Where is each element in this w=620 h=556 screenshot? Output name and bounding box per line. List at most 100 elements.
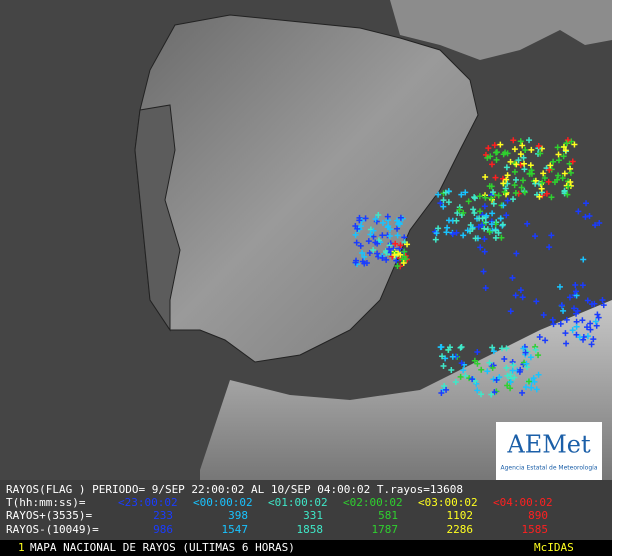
strike [476,193,483,200]
strike [540,170,547,177]
footer-title: MAPA NACIONAL DE RAYOS (ULTIMAS 6 HORAS) [30,541,295,554]
positive-label: RAYOS+(3535)= [6,509,92,522]
strike [548,232,555,239]
strike [469,376,476,383]
strike [370,227,377,234]
strike [511,146,518,153]
strike [483,212,490,219]
strike [535,143,542,150]
strike [356,217,363,224]
time-label: T(hh:mm:ss)= [6,496,86,509]
strike [573,323,580,330]
time-bin: <02:00:02 [343,496,403,509]
strike [513,161,520,168]
strike [471,209,478,216]
logo-name: AEMet [506,431,591,459]
strike [596,219,603,226]
strike [488,161,495,168]
strike [555,172,562,179]
strike [569,327,576,334]
strike [370,246,377,253]
footer-index: 1 [18,541,25,554]
strike [532,233,539,240]
strike [482,151,489,158]
strike [472,378,479,385]
strike [386,245,393,252]
france [390,0,612,60]
strike [583,200,590,207]
strike [491,142,498,149]
strike [488,183,495,190]
strike [357,242,364,249]
strike [560,143,567,150]
strike [555,151,562,158]
strike [563,316,570,323]
strike [535,352,542,359]
strike [579,282,586,289]
strike [517,138,524,145]
strike [521,189,528,196]
strike [524,220,531,227]
footer-source: McIDAS [534,541,574,554]
strike [522,384,529,391]
strike [567,165,574,172]
strike [447,344,454,351]
strike [432,236,439,243]
strike [477,244,484,251]
strike [537,150,544,157]
strike [478,391,485,398]
strike [532,346,539,353]
strike [594,311,601,318]
strike [592,222,599,229]
strike [509,274,516,281]
strike [492,149,499,156]
strike [458,360,465,367]
strike [460,209,467,216]
strike [520,345,527,352]
strike [572,282,579,289]
strike [504,172,511,179]
strike [565,183,572,190]
strike [490,189,497,196]
strike [554,144,561,151]
strike [528,384,535,391]
strike [498,234,505,241]
strike [519,142,526,149]
strike [527,354,534,361]
strike [515,157,522,164]
strike [511,374,518,381]
strike [359,250,366,257]
strike [367,231,374,238]
strike [482,174,489,181]
strike [433,230,440,237]
strike [587,326,594,333]
strike [540,312,547,319]
strike [352,231,359,238]
time-bin: <01:00:02 [268,496,328,509]
strike [522,349,529,356]
time-bin: <04:00:02 [493,496,553,509]
strike [448,367,455,374]
strike [441,383,448,390]
strike [375,212,382,219]
strike [391,251,398,258]
strike [484,368,491,375]
strike [462,189,469,196]
strike [587,320,594,327]
strike [563,340,570,347]
strike [590,336,597,343]
strike [503,164,510,171]
time-bin: <00:00:02 [193,496,253,509]
strike [539,179,546,186]
positive-count: 1102 [447,509,474,522]
positive-count: 233 [153,509,173,522]
strike [443,386,450,393]
strike [464,227,471,234]
negative-count: 1858 [297,523,324,536]
strike [593,322,600,329]
strike [507,308,514,315]
strike [492,227,499,234]
strike [449,231,456,238]
positive-count: 890 [528,509,548,522]
